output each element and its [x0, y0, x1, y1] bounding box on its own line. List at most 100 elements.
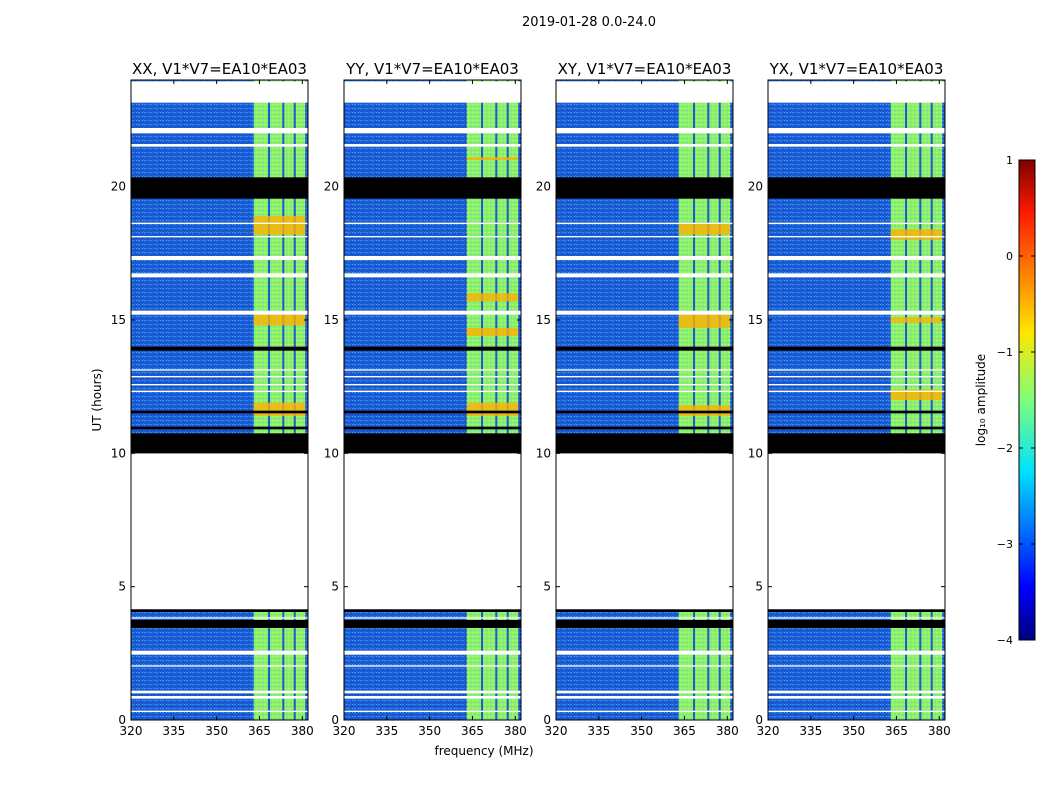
- channel-gap-1: [481, 80, 484, 720]
- black-block-4: [768, 609, 945, 612]
- flagged-block-11: [768, 650, 945, 655]
- channel-gap-1: [693, 80, 696, 720]
- flagged-block-8: [556, 384, 733, 386]
- hot-row-3: [466, 402, 519, 416]
- y-tick-label: 0: [543, 713, 551, 727]
- flagged-block-2: [556, 128, 733, 134]
- x-tick-label: 350: [205, 724, 228, 738]
- y-tick-label: 15: [748, 313, 763, 327]
- flagged-block-17: [344, 369, 521, 371]
- flagged-block-16: [344, 376, 521, 378]
- y-tick-label: 20: [111, 180, 126, 194]
- flagged-block-14: [131, 710, 308, 712]
- panel-frame: [555, 79, 734, 721]
- flagged-block-4: [556, 144, 733, 147]
- black-block-7: [768, 426, 945, 430]
- panel-title: YX, V1*V7=EA10*EA03: [769, 60, 944, 78]
- flagged-block-14: [556, 710, 733, 712]
- flagged-block-19: [556, 222, 733, 224]
- flagged-block-2: [131, 128, 308, 134]
- colorbar-tick-label: −3: [997, 538, 1013, 551]
- flagged-block-4: [344, 144, 521, 147]
- flagged-block-18: [131, 236, 308, 238]
- flagged-block-11: [344, 650, 521, 655]
- colorbar-label: log₁₀ amplitude: [974, 354, 988, 446]
- y-tick-label: 15: [324, 313, 339, 327]
- flagged-block-16: [131, 376, 308, 378]
- x-tick-label: 320: [120, 724, 143, 738]
- y-tick-label: 5: [331, 580, 339, 594]
- flagged-block-14: [344, 710, 521, 712]
- flagged-block-18: [768, 236, 945, 238]
- x-axis-label: frequency (MHz): [434, 744, 533, 758]
- black-block-2: [768, 433, 945, 454]
- y-tick-label: 0: [331, 713, 339, 727]
- black-block-7: [556, 426, 733, 430]
- black-block-6: [556, 410, 733, 414]
- black-block-1: [344, 177, 521, 199]
- black-block-2: [131, 433, 308, 454]
- flagged-block-18: [344, 236, 521, 238]
- y-tick-label: 15: [536, 313, 551, 327]
- y-tick-label: 10: [111, 446, 126, 460]
- channel-gap-2: [282, 80, 285, 720]
- colorbar-tick-label: 0: [1006, 250, 1013, 263]
- x-tick-label: 335: [587, 724, 610, 738]
- y-tick-label: 10: [748, 446, 763, 460]
- y-tick-label: 0: [755, 713, 763, 727]
- panel-title: XY, V1*V7=EA10*EA03: [558, 60, 732, 78]
- flagged-block-2: [768, 128, 945, 134]
- flagged-block-8: [131, 384, 308, 386]
- flagged-block-6: [344, 273, 521, 278]
- y-tick-label: 20: [324, 180, 339, 194]
- hot-row-1: [890, 389, 943, 400]
- flagged-block-5: [131, 256, 308, 260]
- flagged-block-11: [131, 650, 308, 655]
- black-block-1: [556, 177, 733, 199]
- black-block-6: [344, 410, 521, 414]
- y-tick-label: 5: [755, 580, 763, 594]
- flagged-block-10: [131, 617, 308, 619]
- black-block-2: [344, 433, 521, 454]
- black-block-5: [768, 346, 945, 351]
- x-tick-label: 380: [928, 724, 951, 738]
- x-tick-label: 365: [461, 724, 484, 738]
- flagged-block-5: [556, 256, 733, 260]
- flagged-block-3: [344, 81, 521, 103]
- flagged-block-13: [344, 696, 521, 699]
- x-tick-label: 320: [545, 724, 568, 738]
- x-tick-label: 335: [799, 724, 822, 738]
- flagged-block-7: [556, 310, 733, 315]
- x-tick-label: 365: [885, 724, 908, 738]
- x-tick-label: 380: [716, 724, 739, 738]
- black-block-5: [344, 346, 521, 351]
- channel-gap-1: [268, 80, 271, 720]
- flagged-block-12: [131, 690, 308, 694]
- colorbar-gradient: [1018, 159, 1036, 641]
- channel-gap-3: [718, 80, 721, 720]
- colorbar-ticks: 1 0 −1 −2 −3 −4: [997, 154, 1035, 647]
- black-block-4: [556, 609, 733, 612]
- flagged-block-19: [344, 222, 521, 224]
- hot-row-2: [466, 328, 519, 336]
- black-block-3: [556, 620, 733, 628]
- y-tick-label: 10: [536, 446, 551, 460]
- panels: XX, V1*V7=EA10*EA03 320 335 350 365 380 0 5 10 15…: [111, 60, 951, 738]
- flagged-block-15: [344, 665, 521, 667]
- flagged-block-4: [768, 144, 945, 147]
- black-block-4: [344, 609, 521, 612]
- black-block-7: [344, 426, 521, 430]
- channel-gap-3: [506, 80, 509, 720]
- hot-row-1: [678, 224, 731, 235]
- hot-row-2: [678, 314, 731, 328]
- black-block-1: [131, 177, 308, 199]
- y-tick-label: 5: [543, 580, 551, 594]
- flagged-block-7: [131, 310, 308, 315]
- panel-2: YY, V1*V7=EA10*EA03 320 335 350 365 380 0 5 10 15…: [324, 60, 527, 738]
- flagged-block-12: [556, 690, 733, 694]
- flagged-block-13: [131, 696, 308, 699]
- colorbar-tick-label: −2: [997, 442, 1013, 455]
- x-tick-label: 350: [842, 724, 865, 738]
- x-tick-label: 320: [333, 724, 356, 738]
- flagged-block-6: [768, 273, 945, 278]
